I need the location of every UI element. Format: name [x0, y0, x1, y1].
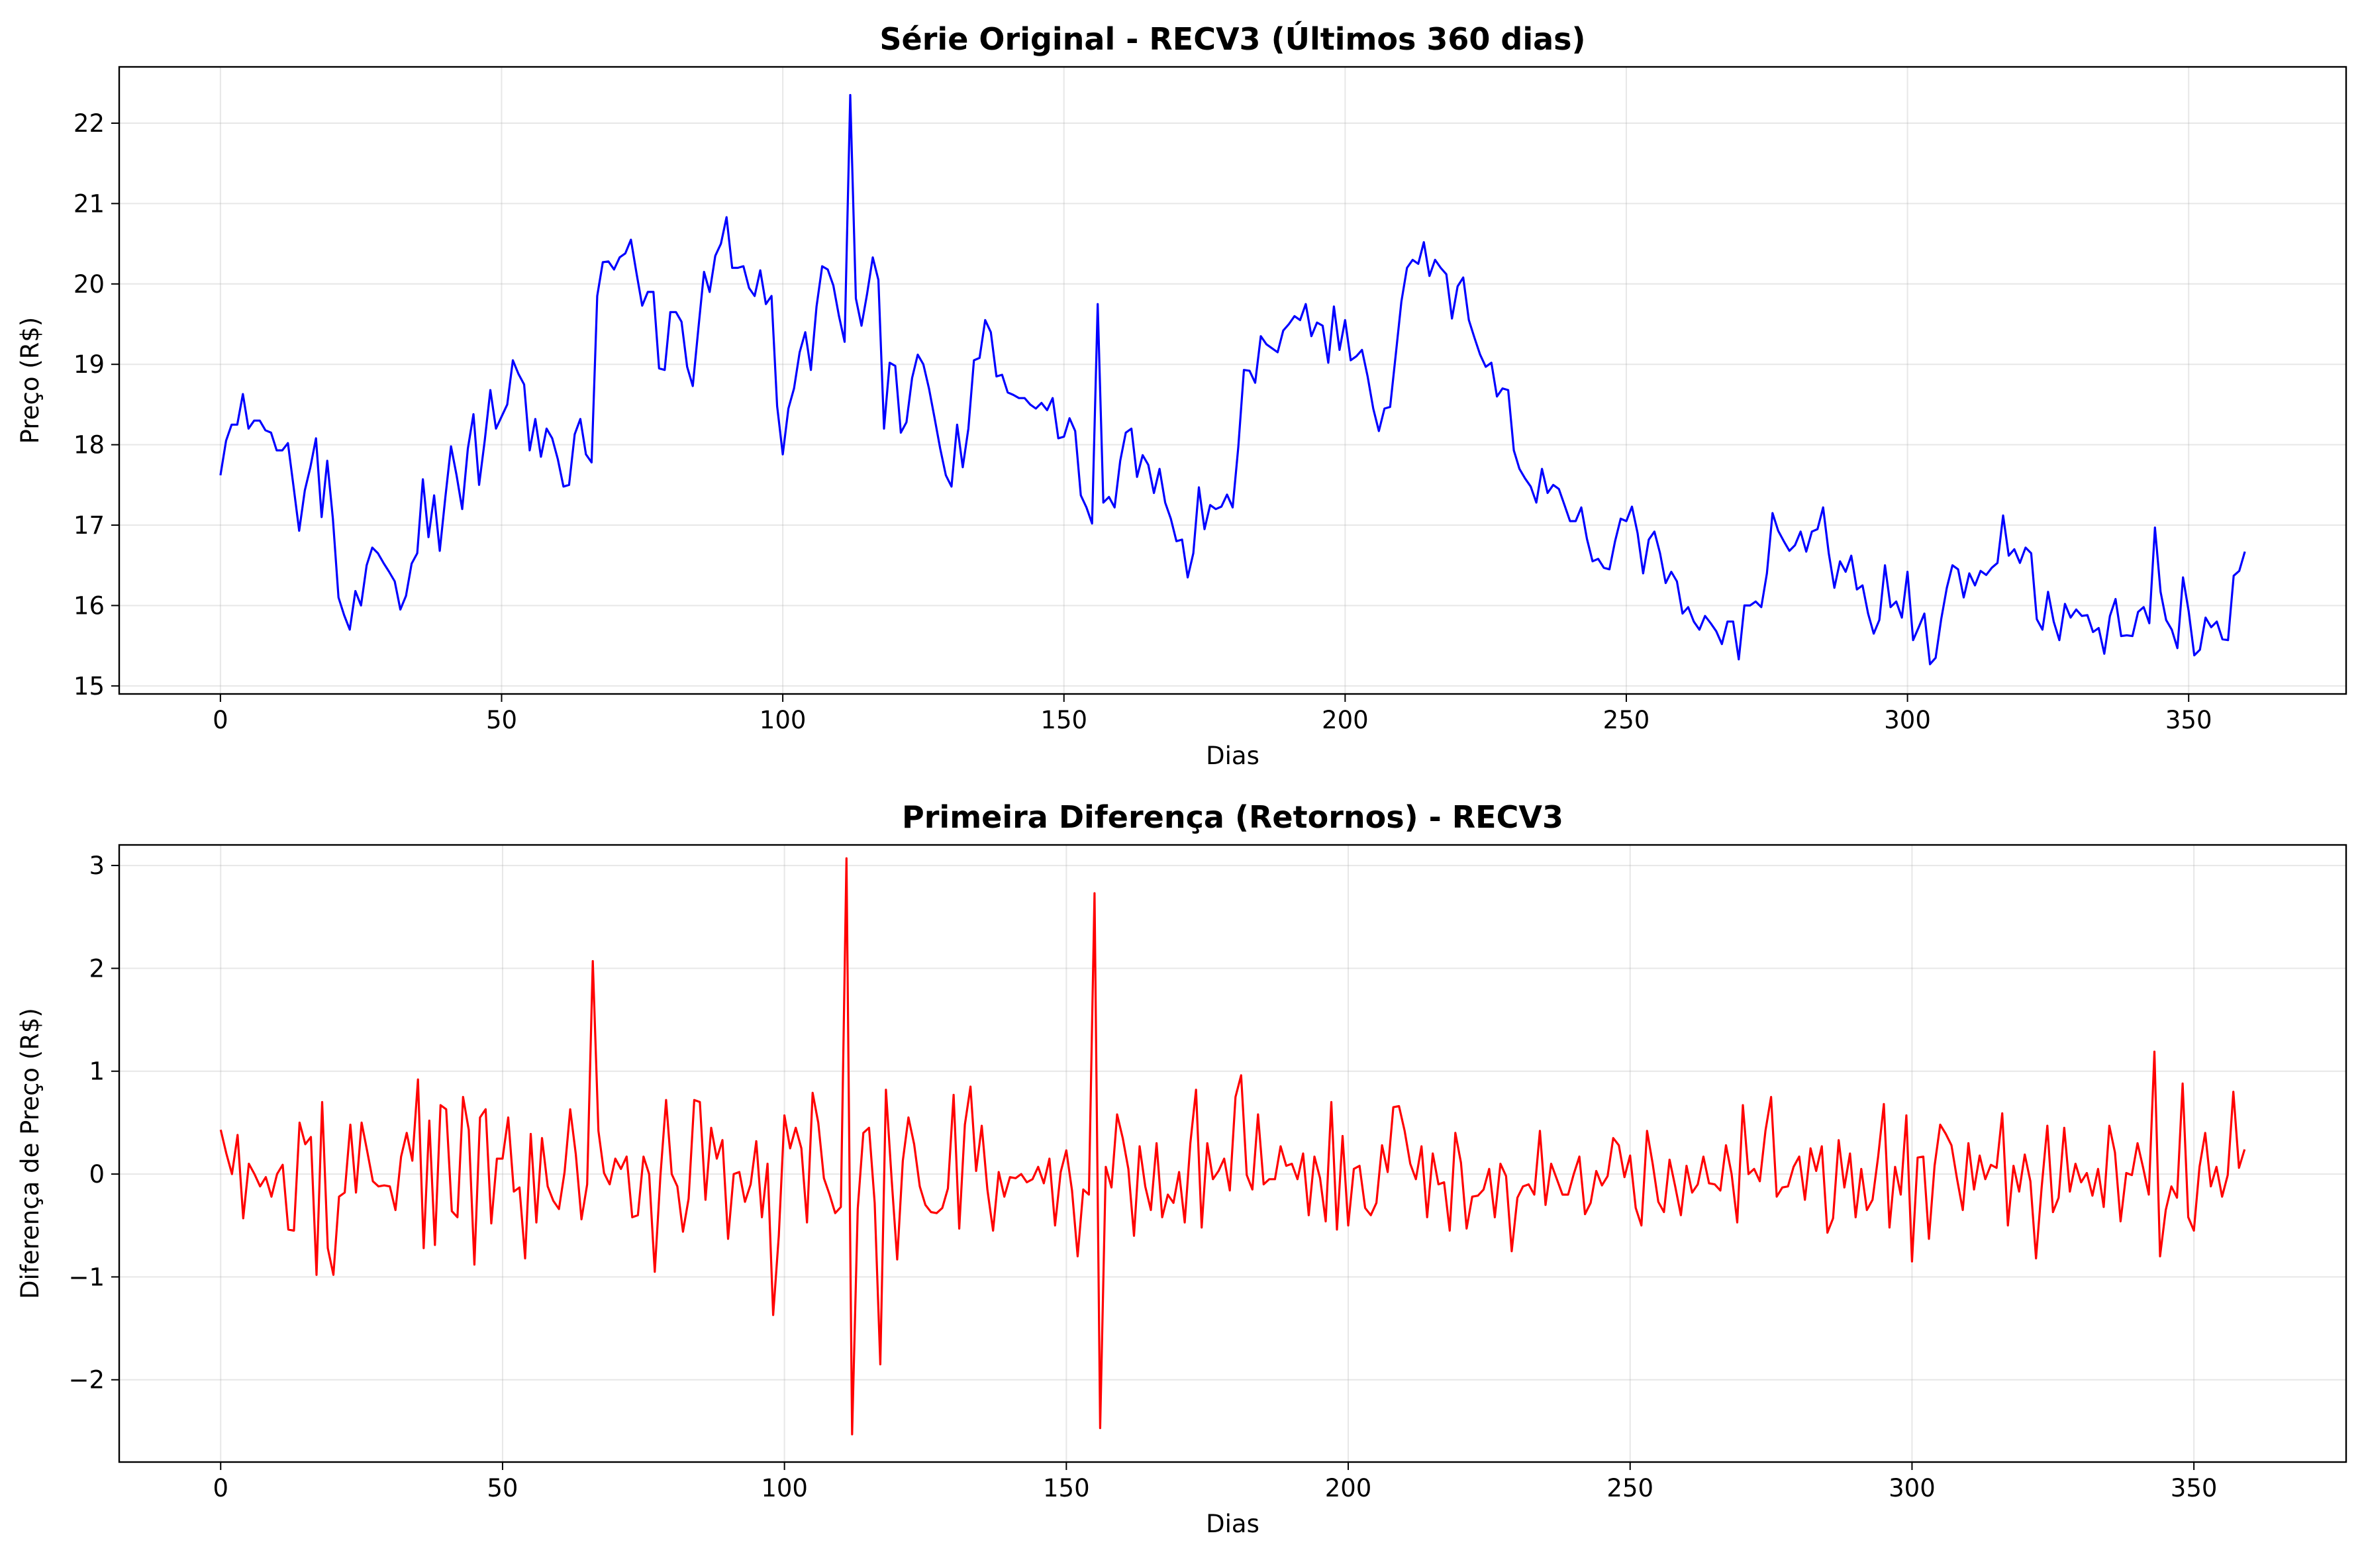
- price-series-line: [219, 93, 2246, 665]
- returns-x-tick-label: 100: [761, 1474, 808, 1502]
- price-y-tick-label: 20: [74, 270, 105, 299]
- price-y-axis-label: Preço (R$): [16, 317, 44, 444]
- price-y-tick-label: 15: [74, 672, 105, 701]
- price-x-tick-label: 0: [213, 706, 228, 734]
- returns-series-line: [219, 857, 2246, 1436]
- returns-y-axis-label: Diferença de Preço (R$): [16, 1008, 44, 1299]
- returns-y-tick-label: 2: [89, 954, 105, 983]
- price-y-tick-label: 21: [74, 189, 105, 218]
- price-x-tick-label: 200: [1322, 706, 1369, 734]
- returns-x-tick-label: 50: [487, 1474, 518, 1502]
- price-x-tick-label: 150: [1040, 706, 1087, 734]
- price-y-tick-label: 19: [74, 350, 105, 379]
- price-y-tick-label: 18: [74, 431, 105, 460]
- returns-y-tick-label: 0: [89, 1160, 105, 1189]
- returns-x-tick-label: 200: [1325, 1474, 1372, 1502]
- price-series-chart: 0 50 100 150 200 250 300 350 15 16 17 18 19 20 21 22 Sé…: [16, 21, 2347, 770]
- price-x-tick-label: 50: [486, 706, 517, 734]
- price-x-tick-label: 300: [1884, 706, 1931, 734]
- price-chart-title: Série Original - RECV3 (Últimos 360 dias…: [879, 21, 1585, 57]
- returns-y-tick-label: 1: [89, 1057, 105, 1086]
- returns-y-tick-label: −2: [68, 1366, 105, 1395]
- returns-x-axis-label: Dias: [1206, 1510, 1259, 1538]
- returns-x-tick-label: 300: [1889, 1474, 1936, 1502]
- price-y-tick-label: 16: [74, 591, 105, 620]
- price-y-tick-label: 22: [74, 109, 105, 138]
- returns-series-chart: 0 50 100 150 200 250 300 350 −2 −1 0 1 2 3 Primeira D…: [16, 799, 2347, 1538]
- returns-y-tick-label: −1: [68, 1263, 105, 1291]
- price-x-tick-label: 350: [2165, 706, 2212, 734]
- price-x-tick-label: 100: [760, 706, 807, 734]
- returns-x-tick-label: 350: [2171, 1474, 2218, 1502]
- returns-chart-title: Primeira Diferença (Retornos) - RECV3: [902, 799, 1563, 835]
- returns-ticks: 0 50 100 150 200 250 300 350 −2 −1 0 1 2 3: [68, 852, 2217, 1502]
- price-x-tick-label: 250: [1603, 706, 1650, 734]
- price-grid: [119, 67, 2346, 694]
- returns-grid: [119, 845, 2346, 1462]
- returns-series: [219, 857, 2246, 1436]
- returns-plot-frame: [118, 844, 2347, 1463]
- price-y-tick-label: 17: [74, 511, 105, 540]
- price-x-axis-label: Dias: [1206, 742, 1259, 770]
- returns-x-tick-label: 0: [213, 1474, 228, 1502]
- returns-y-tick-label: 3: [89, 852, 105, 880]
- returns-x-tick-label: 250: [1606, 1474, 1653, 1502]
- returns-x-tick-label: 150: [1043, 1474, 1090, 1502]
- price-series: [219, 93, 2246, 665]
- price-ticks: 0 50 100 150 200 250 300 350 15 16 17 18 19 20 21 22: [74, 109, 2212, 734]
- price-plot-frame: [118, 66, 2347, 695]
